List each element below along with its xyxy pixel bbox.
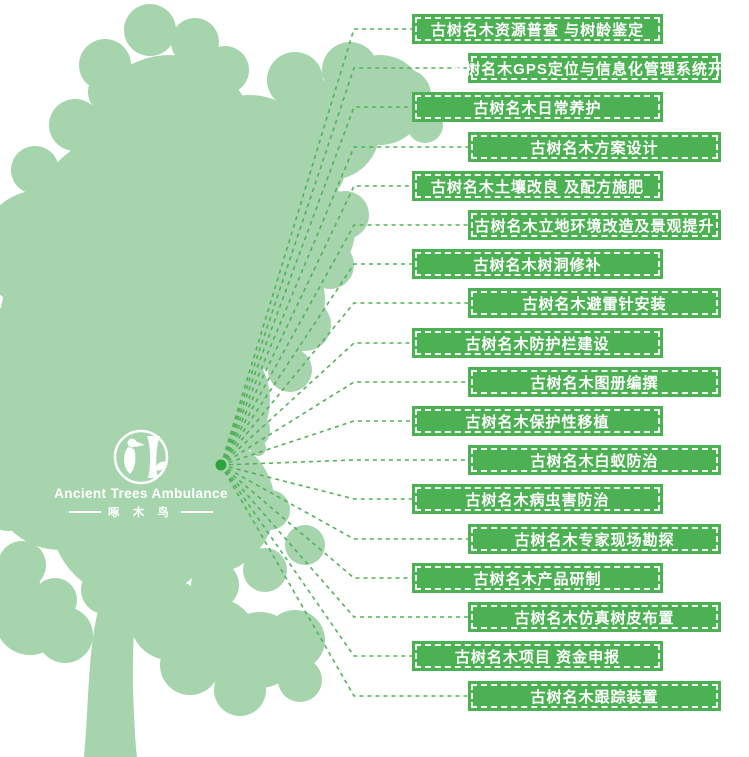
service-label[interactable]: 古树名木日常养护 xyxy=(412,92,663,122)
service-label[interactable]: 古树名木跟踪装置 xyxy=(468,681,721,711)
logo-rule-right xyxy=(180,511,213,513)
service-label[interactable]: 古树名木GPS定位与信息化管理系统开发 xyxy=(449,53,739,83)
woodpecker-logo-icon xyxy=(113,429,169,485)
service-label[interactable]: 古树名木避雷针安装 xyxy=(468,288,721,318)
service-label[interactable]: 古树名木图册编撰 xyxy=(468,367,721,397)
service-label[interactable]: 古树名木产品研制 xyxy=(412,563,663,593)
logo-name-cn: 啄 木 鸟 xyxy=(108,507,174,519)
service-label[interactable]: 古树名木保护性移植 xyxy=(412,406,663,436)
service-label[interactable]: 古树名木专家现场勘探 xyxy=(468,524,721,554)
service-label[interactable]: 古树名木方案设计 xyxy=(468,132,721,162)
logo: Ancient Trees Ambulance 啄 木 鸟 xyxy=(31,486,251,520)
service-label[interactable]: 古树名木资源普查 与树龄鉴定 xyxy=(412,14,663,44)
service-label[interactable]: 古树名木病虫害防治 xyxy=(412,484,663,514)
service-label[interactable]: 古树名木树洞修补 xyxy=(412,249,663,279)
logo-name-en: Ancient Trees Ambulance xyxy=(54,486,228,501)
service-label[interactable]: 古树名木防护栏建设 xyxy=(412,328,663,358)
logo-rule-left xyxy=(69,511,102,513)
service-label[interactable]: 古树名木土壤改良 及配方施肥 xyxy=(412,171,663,201)
service-label[interactable]: 古树名木立地环境改造及景观提升 xyxy=(468,210,721,240)
hub-dot xyxy=(215,459,227,471)
tree-silhouette-icon xyxy=(0,4,443,757)
service-label[interactable]: 古树名木仿真树皮布置 xyxy=(468,602,721,632)
service-label[interactable]: 古树名木项目 资金申报 xyxy=(412,641,663,671)
service-label[interactable]: 古树名木白蚁防治 xyxy=(468,445,721,475)
connector-lines xyxy=(220,28,468,697)
tree-trunk xyxy=(84,570,140,757)
